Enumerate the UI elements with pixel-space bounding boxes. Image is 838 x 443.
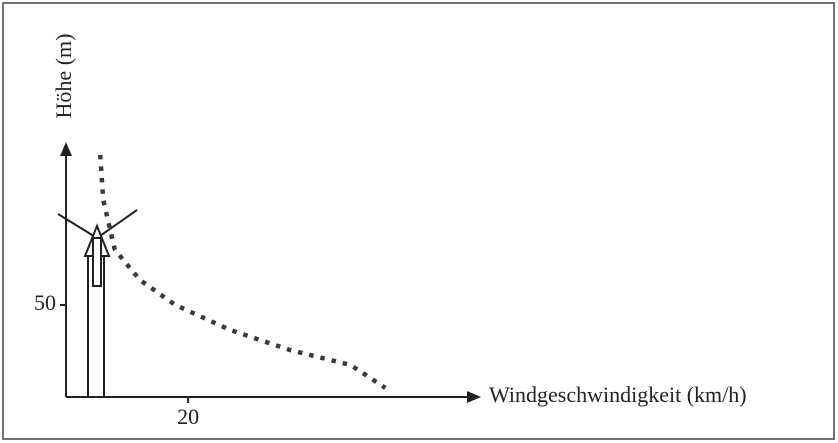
x-axis-arrow [467, 391, 481, 403]
x-tick-label: 20 [177, 404, 199, 429]
frame [3, 3, 834, 439]
x-axis-label: Windgeschwindigkeit (km/h) [489, 382, 747, 407]
y-tick-label: 50 [34, 290, 56, 315]
wind-turbine [58, 210, 137, 397]
wind-profile [100, 155, 385, 388]
y-axis-label: Höhe (m) [51, 34, 76, 119]
y-axis-arrow [60, 142, 72, 156]
chart: Windgeschwindigkeit (km/h) Höhe (m) 20 50 [0, 0, 838, 443]
page: {"chart_data": {"type": "line", "x_label… [0, 0, 838, 443]
